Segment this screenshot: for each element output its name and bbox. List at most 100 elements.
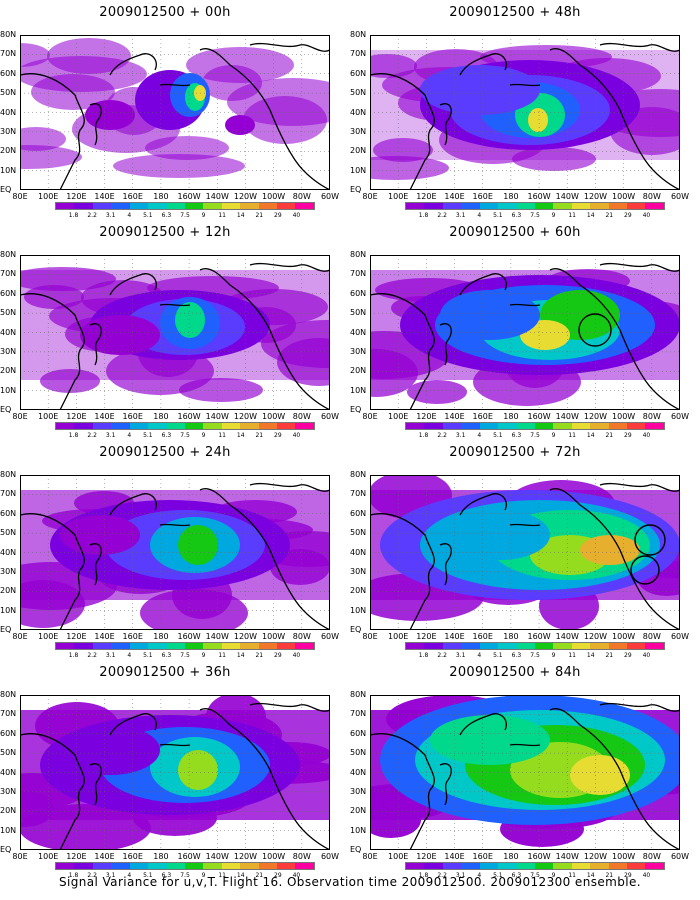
lon-tick-label: 120W <box>583 412 608 421</box>
colorbar-swatch <box>498 203 517 209</box>
colorbar-label: 29 <box>274 652 282 659</box>
coastline <box>370 262 680 410</box>
lon-tick-label: 160W <box>527 632 551 641</box>
colorbar-swatch <box>295 863 314 869</box>
low-variance-patch <box>370 156 449 180</box>
lat-tick-label: 60N <box>350 288 367 298</box>
colorbar-swatch <box>498 863 517 869</box>
colorbar-swatch <box>258 643 278 649</box>
colorbar-label: 21 <box>255 872 264 879</box>
lon-tick-label: 80E <box>12 632 28 641</box>
low-variance-patch <box>24 285 84 309</box>
colorbar-label: 9 <box>551 212 556 219</box>
colorbar-label: 3.1 <box>105 652 116 659</box>
lat-tick-label: 60N <box>350 508 367 518</box>
colorbar-label: 11 <box>568 212 576 219</box>
colorbar-label: 3.1 <box>105 432 116 439</box>
colorbar-label: 29 <box>274 432 282 439</box>
colorbar-label: 7.5 <box>180 212 190 219</box>
colorbar-swatch <box>627 643 646 649</box>
lon-tick-label: 60W <box>670 412 690 421</box>
colorbar-label: 2.2 <box>87 872 97 879</box>
colorbar-label: 29 <box>624 432 632 439</box>
colorbar-swatch <box>240 203 259 209</box>
colorbar-label: 29 <box>624 872 632 879</box>
lat-tick-label: EQ <box>0 185 12 194</box>
colorbar-swatch <box>516 203 535 209</box>
low-variance-patch <box>40 369 100 393</box>
colorbar-swatch <box>111 423 130 429</box>
lon-tick-label: 180 <box>153 852 169 861</box>
lat-tick-label: 60N <box>0 728 17 738</box>
lon-tick-label: 120W <box>233 632 258 641</box>
lat-tick-label: 10N <box>350 385 367 395</box>
target-circle <box>578 313 612 347</box>
lat-tick-label: 10N <box>0 825 17 835</box>
lon-tick-label: 140E <box>444 412 465 421</box>
lon-tick-label: 140E <box>94 852 115 861</box>
map-canvas <box>20 695 330 850</box>
lon-tick-label: 60W <box>320 412 340 421</box>
map-canvas <box>370 475 680 630</box>
variance-map <box>20 475 330 630</box>
colorbar-label: 5.1 <box>143 432 153 439</box>
lon-tick-label: 180 <box>503 852 519 861</box>
colorbar <box>55 202 315 210</box>
coastline <box>20 702 330 850</box>
lat-tick-label: EQ <box>350 405 362 414</box>
colorbar-label: 14 <box>236 652 245 659</box>
colorbar-label: 3.1 <box>455 212 466 219</box>
lat-tick-label: 80N <box>350 30 367 39</box>
colorbar-label: 1.8 <box>68 212 79 219</box>
lat-tick-label: 30N <box>0 566 17 576</box>
colorbar-label: 3.1 <box>105 212 116 219</box>
lon-tick-label: 100E <box>38 412 59 421</box>
colorbar-label: 9 <box>201 432 206 439</box>
colorbar-label: 40 <box>642 212 651 219</box>
colorbar-swatch <box>129 863 149 869</box>
lat-tick-label: 70N <box>0 269 17 279</box>
colorbar-swatch <box>74 643 93 649</box>
lon-tick-label: 140W <box>205 852 229 861</box>
target-circle <box>630 555 660 585</box>
colorbar-labels: 1.8 2.2 3.1 4 5.1 6.3 7.5 9 11 14 21 29 40 <box>55 212 315 222</box>
map-panel-24h: 2009012500 + 24h 80N 70N 60N 50N 40N 30N 20N 10N… <box>0 445 339 659</box>
colorbar-label: 1.8 <box>418 872 429 879</box>
lon-tick-label: 120E <box>66 192 87 201</box>
colorbar-swatch <box>56 423 75 429</box>
lon-tick-label: 80W <box>292 412 311 421</box>
colorbar-label: 40 <box>642 652 651 659</box>
lon-tick-label: 140W <box>555 852 579 861</box>
colorbar-swatch <box>92 423 112 429</box>
colorbar-labels: 1.8 2.2 3.1 4 5.1 6.3 7.5 9 11 14 21 29 40 <box>405 432 665 442</box>
colorbar-labels: 1.8 2.2 3.1 4 5.1 6.3 7.5 9 11 14 21 29 40 <box>405 652 665 662</box>
colorbar-label: 14 <box>236 212 245 219</box>
lon-tick-label: 140W <box>205 632 229 641</box>
colorbar-swatch <box>479 423 499 429</box>
lon-tick-label: 180 <box>503 412 519 421</box>
lat-tick-label: 10N <box>350 165 367 175</box>
lon-tick-label: 140E <box>94 412 115 421</box>
lon-tick-label: 80E <box>362 632 378 641</box>
colorbar-label: 5.1 <box>493 432 503 439</box>
lat-tick-label: 40N <box>0 327 17 337</box>
colorbar-swatch <box>295 203 314 209</box>
colorbar-swatch <box>74 863 93 869</box>
lat-tick-label: 80N <box>350 690 367 699</box>
lat-tick-label: 20N <box>0 366 17 376</box>
colorbar-swatch <box>148 863 167 869</box>
colorbar-label: 3.1 <box>455 652 466 659</box>
colorbar-label: 3.1 <box>455 432 466 439</box>
colorbar-label: 7.5 <box>530 872 540 879</box>
lon-tick-label: 120W <box>583 632 608 641</box>
lat-tick-label: 20N <box>350 146 367 156</box>
colorbar-swatch <box>277 423 296 429</box>
lat-tick-label: EQ <box>0 625 12 634</box>
colorbar-label: 7.5 <box>180 652 190 659</box>
colorbar-swatch <box>221 203 241 209</box>
variance-contour-region <box>178 750 218 790</box>
colorbar-swatch <box>203 423 222 429</box>
lon-axis: 80E 100E 120E 140E 160E 180 160W 140W 120W 100W 80… <box>0 192 339 202</box>
colorbar-labels: 1.8 2.2 3.1 4 5.1 6.3 7.5 9 11 14 21 29 40 <box>405 872 665 882</box>
colorbar-label: 11 <box>218 432 226 439</box>
